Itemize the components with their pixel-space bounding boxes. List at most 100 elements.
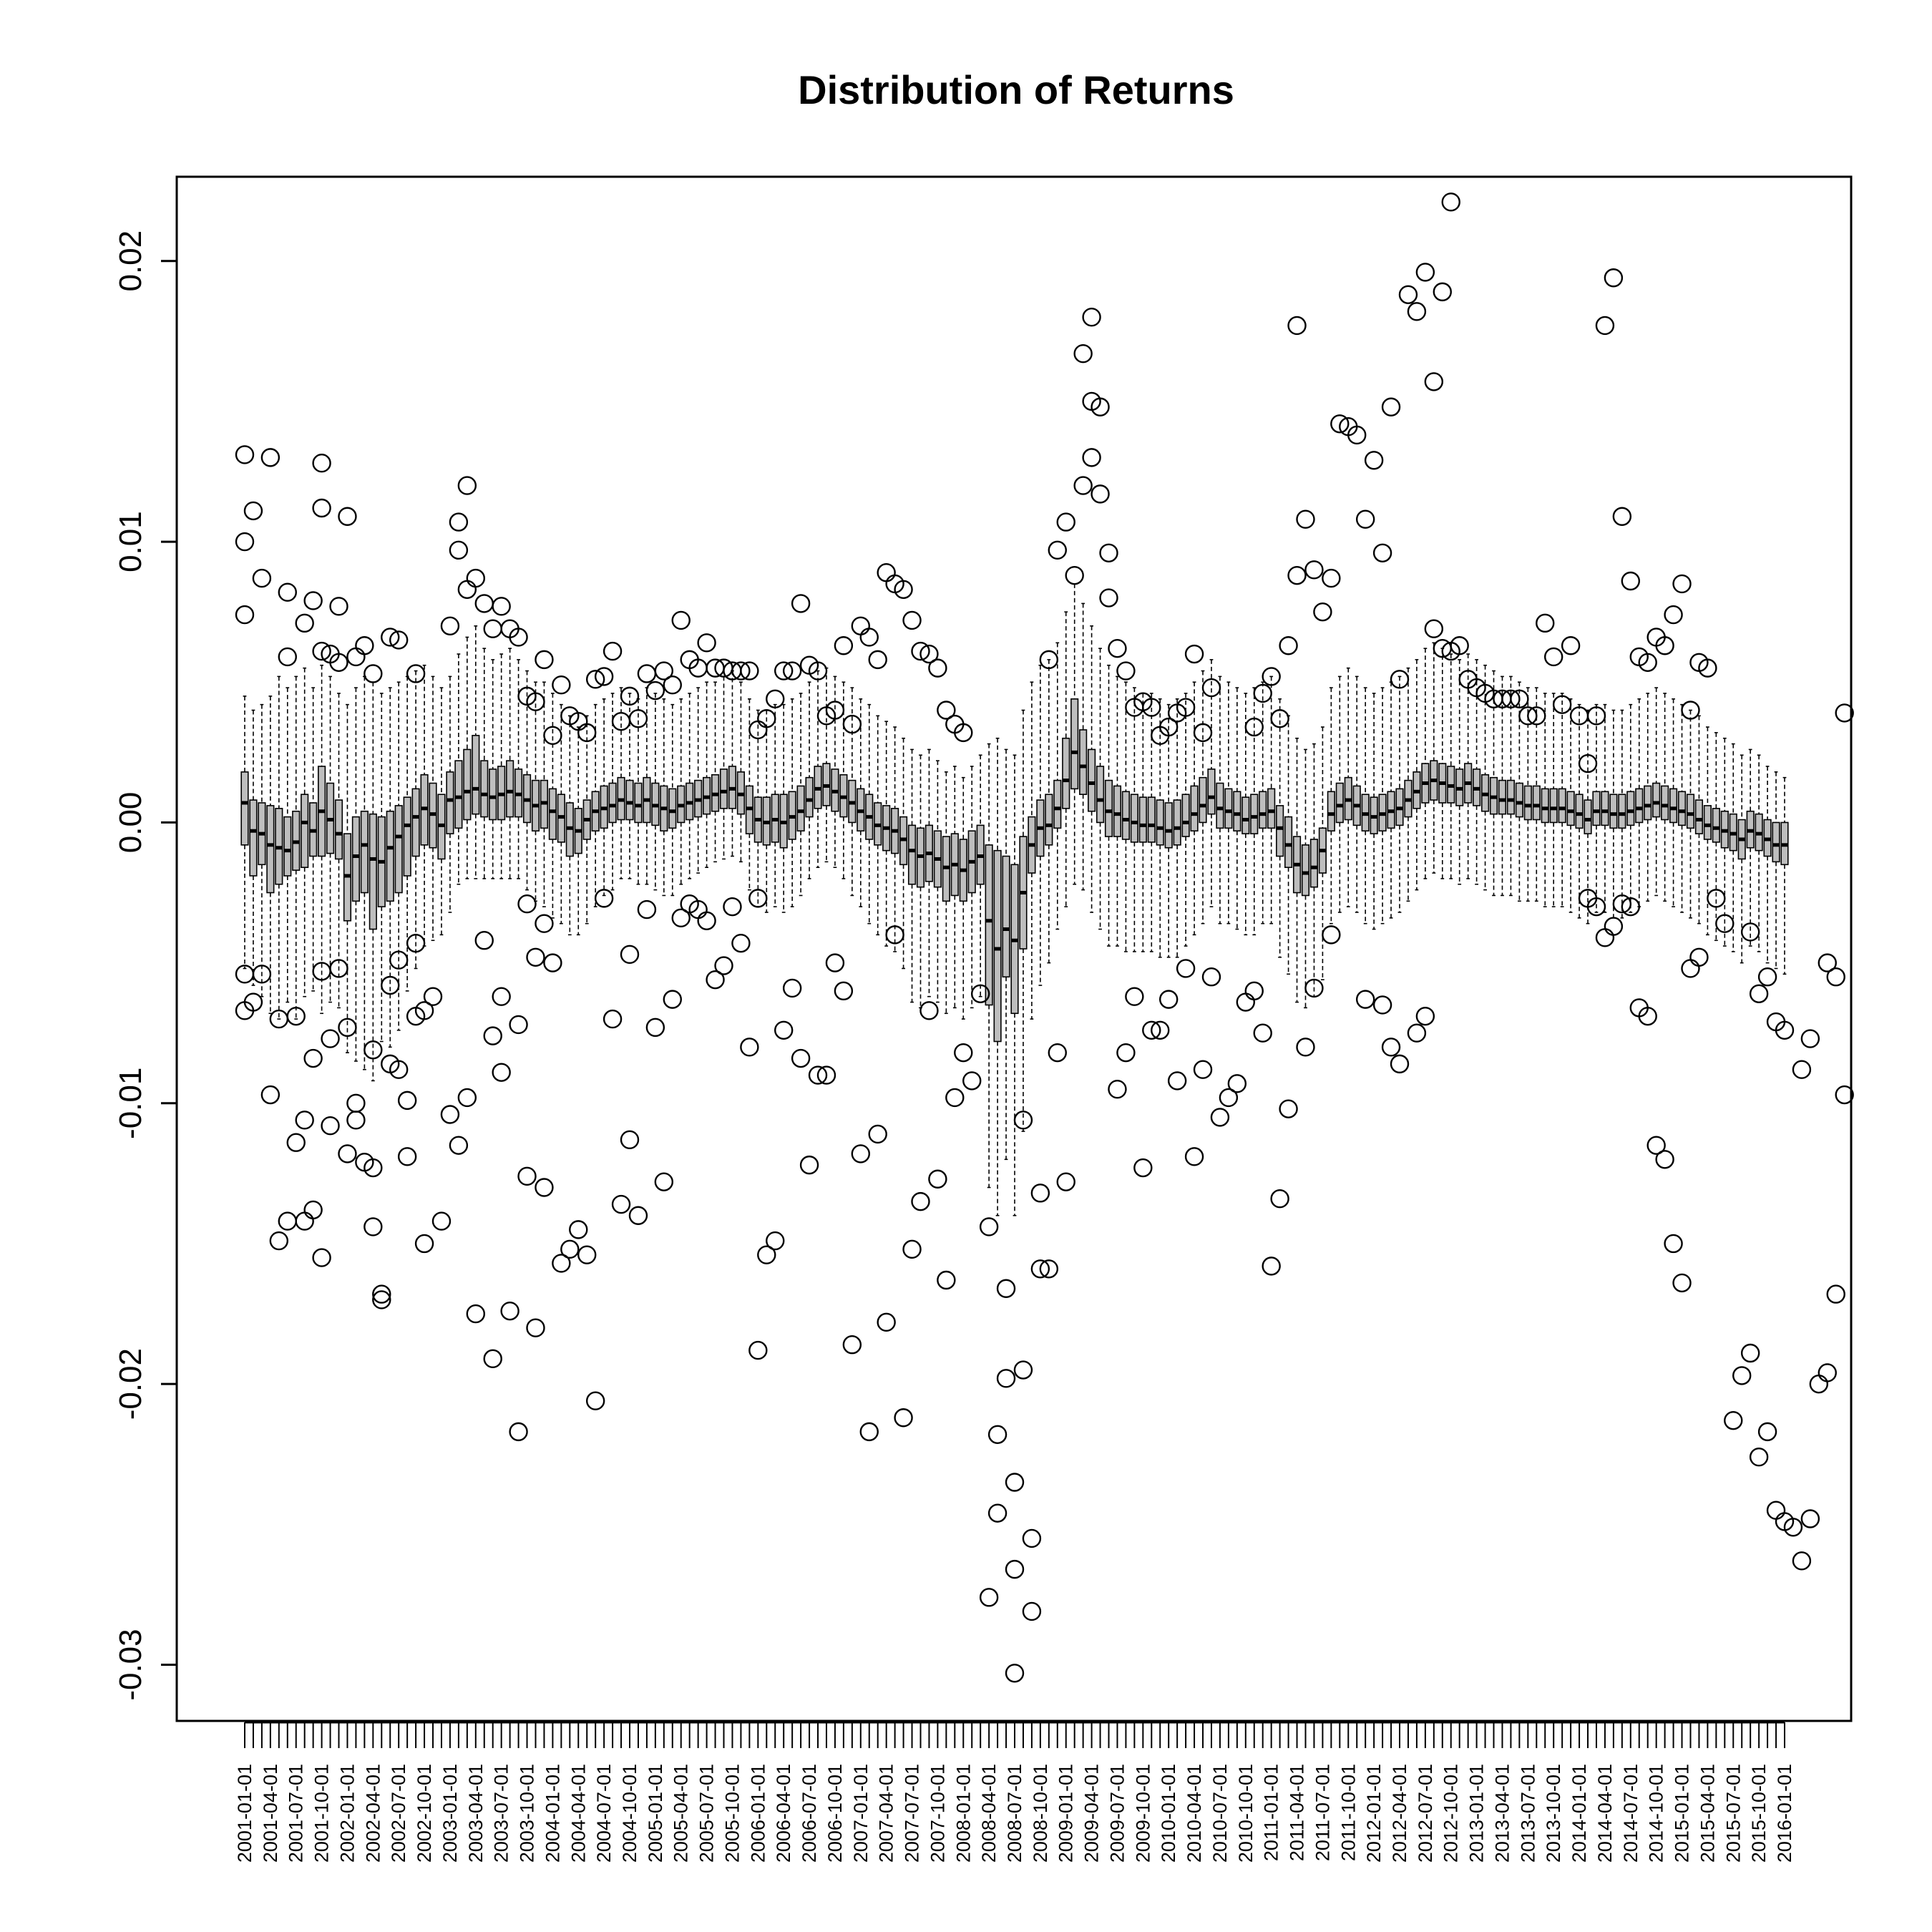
x-tick-label: 2008-07-01 [1004, 1764, 1025, 1863]
iqr-box [1661, 785, 1669, 821]
iqr-box [301, 794, 309, 869]
outlier-point [928, 1169, 947, 1189]
box-2009-05-01 [1096, 648, 1105, 930]
outlier-point [620, 945, 640, 965]
outlier-point [1091, 484, 1110, 504]
x-axis: 2001-01-01 2001-04-01 2001-07-01 2001-10-01… [234, 1721, 1795, 1863]
outlier-point [620, 1130, 640, 1150]
box-2012-08-01 [1430, 642, 1438, 874]
box-2006-07-01 [805, 681, 814, 879]
outlier-point [757, 709, 776, 728]
outlier-point [766, 689, 785, 708]
box-2008-05-01 [993, 737, 1002, 1216]
outlier-point [474, 931, 494, 950]
outlier-point [697, 633, 716, 653]
plot-area [235, 192, 1854, 1683]
x-tick-label: 2014-07-01 [1620, 1764, 1641, 1863]
iqr-box [506, 760, 514, 818]
box-2014-05-01 [1609, 709, 1618, 919]
outlier-point [1740, 1343, 1760, 1363]
box-2005-05-01 [686, 693, 694, 879]
outlier-point [1715, 914, 1735, 933]
box-2012-02-01 [1378, 687, 1387, 924]
outlier-point [1800, 1509, 1820, 1528]
box-2014-03-01 [1592, 703, 1601, 913]
outlier-point [919, 1001, 939, 1020]
outlier-point [851, 616, 871, 635]
outlier-point [235, 605, 255, 625]
outlier-point [1193, 723, 1213, 743]
box-2006-05-01 [788, 698, 796, 907]
iqr-box [1566, 791, 1575, 826]
box-2006-02-01 [762, 709, 771, 913]
outlier-point [1108, 1079, 1127, 1099]
box-2013-10-01 [1549, 693, 1558, 907]
iqr-box [1267, 788, 1276, 829]
y-tick-label: -0.03 [113, 1629, 148, 1700]
outlier-point [1236, 992, 1256, 1012]
box-2002-06-01 [386, 687, 394, 1048]
x-tick-label: 2006-10-01 [824, 1764, 846, 1863]
outlier-point [1595, 316, 1615, 336]
outlier-point [457, 580, 477, 599]
x-tick-label: 2015-01-01 [1672, 1764, 1693, 1863]
y-tick-label: -0.02 [113, 1348, 148, 1420]
outlier-point [1372, 995, 1392, 1015]
box-2007-05-01 [891, 726, 899, 952]
outlier-point [1364, 451, 1384, 470]
outlier-point [321, 1029, 340, 1048]
iqr-box [1523, 785, 1532, 821]
outlier-point [1800, 1029, 1820, 1048]
outlier-point [278, 1211, 297, 1231]
outlier-point [1296, 1038, 1315, 1057]
outlier-point [1125, 987, 1144, 1006]
outlier-point [1698, 658, 1717, 678]
outlier-point [902, 1239, 922, 1259]
outlier-point [295, 613, 314, 633]
y-axis: -0.03 -0.02 -0.01 0.00 0.01 0.02 [113, 230, 178, 1701]
outlier-point [1536, 613, 1555, 633]
outlier-point [321, 1116, 340, 1136]
outlier-point [364, 1217, 383, 1236]
iqr-box [1327, 791, 1335, 832]
x-tick-label: 2006-01-01 [747, 1764, 769, 1863]
outlier-point [303, 1200, 323, 1220]
outlier-point [825, 701, 845, 720]
box-2005-02-01 [660, 698, 668, 897]
box-2010-11-01 [1250, 687, 1259, 936]
iqr-box [1216, 782, 1224, 829]
y-tick-label: 0.02 [113, 230, 148, 292]
box-2008-04-01 [985, 743, 993, 1189]
iqr-box [1498, 779, 1507, 815]
iqr-box [1301, 844, 1310, 897]
outlier-point [1048, 1043, 1067, 1063]
outlier-point [526, 692, 545, 711]
outlier-point [1612, 894, 1632, 914]
box-2013-05-01 [1506, 675, 1516, 897]
outlier-point [1681, 959, 1700, 978]
box-2005-11-01 [736, 681, 746, 863]
outlier-point [594, 667, 614, 686]
box-2015-07-01 [1729, 743, 1737, 952]
box-2006-03-01 [771, 703, 779, 907]
outlier-point [1450, 636, 1469, 655]
outlier-point [1262, 667, 1281, 686]
outlier-point [954, 1043, 973, 1063]
outlier-point [1835, 703, 1854, 723]
iqr-box [283, 816, 292, 877]
outlier-point [1048, 540, 1067, 560]
iqr-box [446, 771, 454, 834]
outlier-point [791, 1048, 811, 1068]
box-2012-07-01 [1421, 648, 1430, 879]
box-2004-08-01 [608, 693, 617, 891]
box-2005-04-01 [677, 698, 686, 885]
box-2009-09-01 [1130, 687, 1138, 952]
iqr-box [1558, 788, 1566, 824]
outlier-point [1099, 543, 1118, 562]
x-tick-label: 2002-01-01 [336, 1764, 358, 1863]
x-tick-label: 2009-01-01 [1055, 1764, 1077, 1863]
x-tick-label: 2009-07-01 [1106, 1764, 1128, 1863]
iqr-box [1138, 796, 1147, 843]
outlier-point [859, 628, 879, 647]
